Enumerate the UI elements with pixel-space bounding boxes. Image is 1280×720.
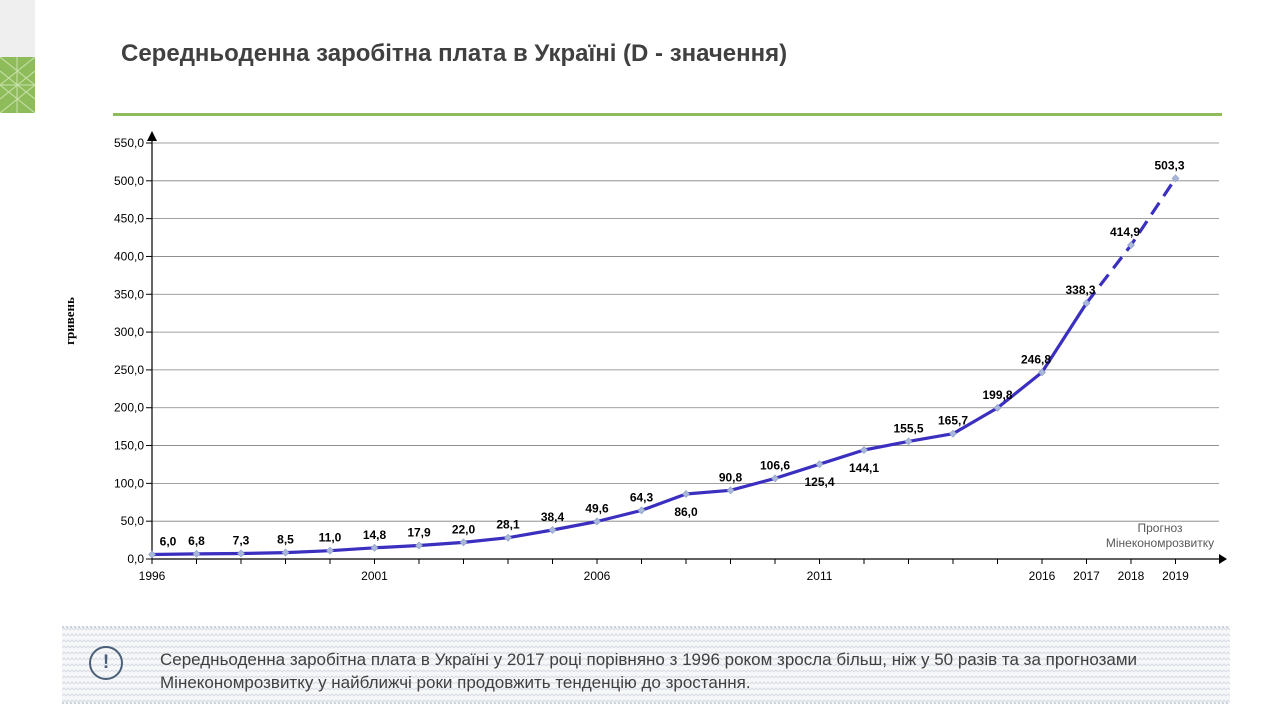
data-point bbox=[415, 541, 423, 550]
data-label: 338,3 bbox=[1065, 283, 1095, 297]
data-label: 28,1 bbox=[496, 518, 520, 532]
y-tick-label: 500,0 bbox=[114, 174, 144, 188]
data-label: 165,7 bbox=[938, 414, 968, 428]
x-tick-label: 2011 bbox=[807, 569, 833, 583]
forecast-note: Мінекономрозвитку bbox=[1106, 536, 1214, 550]
data-label: 90,8 bbox=[719, 470, 743, 484]
data-point bbox=[1038, 368, 1046, 377]
y-axis-label: гривень bbox=[62, 297, 77, 345]
y-tick-label: 100,0 bbox=[114, 476, 144, 490]
data-point bbox=[860, 446, 868, 454]
data-point bbox=[326, 546, 334, 555]
side-pattern bbox=[0, 57, 35, 113]
data-label: 144,1 bbox=[849, 461, 879, 475]
y-tick-label: 0,0 bbox=[127, 552, 144, 566]
data-label: 106,6 bbox=[760, 458, 790, 472]
data-label: 11,0 bbox=[319, 531, 342, 545]
data-point bbox=[192, 549, 201, 558]
data-point bbox=[726, 486, 735, 495]
data-point bbox=[771, 474, 779, 483]
y-tick-label: 300,0 bbox=[114, 325, 144, 339]
note-box bbox=[62, 626, 1230, 704]
data-label: 49,6 bbox=[585, 501, 609, 515]
data-label: 38,4 bbox=[541, 510, 565, 524]
y-tick-label: 400,0 bbox=[114, 249, 144, 263]
data-point bbox=[949, 429, 957, 438]
forecast-line bbox=[1085, 177, 1177, 305]
data-point bbox=[904, 437, 913, 446]
data-point bbox=[148, 550, 156, 559]
data-point bbox=[1171, 174, 1180, 183]
x-tick-label: 1996 bbox=[139, 569, 166, 583]
data-label: 7,3 bbox=[233, 533, 250, 547]
y-axis-arrow bbox=[147, 131, 157, 141]
data-point bbox=[682, 490, 690, 498]
data-label: 414,9 bbox=[1110, 225, 1140, 239]
x-tick-label: 2006 bbox=[584, 569, 611, 583]
data-label: 17,9 bbox=[407, 525, 431, 539]
data-point bbox=[281, 548, 290, 557]
y-tick-label: 450,0 bbox=[114, 212, 144, 226]
forecast-note: Прогноз bbox=[1137, 521, 1183, 535]
data-label: 246,8 bbox=[1021, 352, 1051, 366]
series-line bbox=[151, 302, 1088, 557]
data-point bbox=[593, 517, 601, 526]
data-point bbox=[459, 538, 468, 547]
data-label: 64,3 bbox=[630, 490, 654, 504]
data-point bbox=[815, 460, 824, 469]
x-tick-label: 2017 bbox=[1073, 569, 1100, 583]
y-tick-label: 550,0 bbox=[114, 136, 144, 150]
note-text: Середньоденна заробітна плата в Україні … bbox=[160, 650, 1138, 692]
data-label: 125,4 bbox=[804, 475, 834, 489]
title-divider bbox=[113, 113, 1222, 116]
x-tick-label: 2001 bbox=[361, 569, 388, 583]
data-label: 14,8 bbox=[363, 528, 387, 542]
exclamation-icon: ! bbox=[89, 646, 123, 680]
x-tick-label: 2016 bbox=[1029, 569, 1056, 583]
data-label: 6,8 bbox=[188, 534, 205, 548]
y-tick-label: 350,0 bbox=[114, 287, 144, 301]
x-tick-label: 2019 bbox=[1162, 569, 1189, 583]
data-label: 6,0 bbox=[160, 534, 177, 548]
data-point bbox=[993, 403, 1002, 412]
y-tick-label: 150,0 bbox=[114, 439, 144, 453]
data-label: 199,8 bbox=[982, 388, 1012, 402]
data-point bbox=[1082, 299, 1091, 308]
x-axis-arrow bbox=[1219, 554, 1227, 564]
data-point bbox=[548, 526, 557, 534]
line-chart: 0,0 50,0 100,0 150,0 200,0 250,0 300,0 350,0 400… bbox=[62, 131, 1227, 583]
y-tick-label: 50,0 bbox=[121, 514, 145, 528]
side-strip bbox=[0, 0, 35, 57]
data-point bbox=[504, 533, 512, 542]
y-tick-label: 250,0 bbox=[114, 363, 144, 377]
data-point bbox=[237, 549, 245, 558]
page-title: Середньоденна заробітна плата в Україні … bbox=[121, 40, 788, 67]
data-point bbox=[370, 543, 379, 552]
data-label: 86,0 bbox=[674, 505, 698, 519]
data-label: 503,3 bbox=[1154, 158, 1184, 172]
data-label: 155,5 bbox=[893, 421, 923, 435]
data-label: 8,5 bbox=[277, 533, 294, 547]
x-tick-label: 2018 bbox=[1118, 569, 1145, 583]
data-point bbox=[637, 506, 646, 515]
data-point bbox=[1127, 241, 1135, 250]
y-tick-label: 200,0 bbox=[114, 401, 144, 415]
data-label: 22,0 bbox=[452, 522, 476, 536]
